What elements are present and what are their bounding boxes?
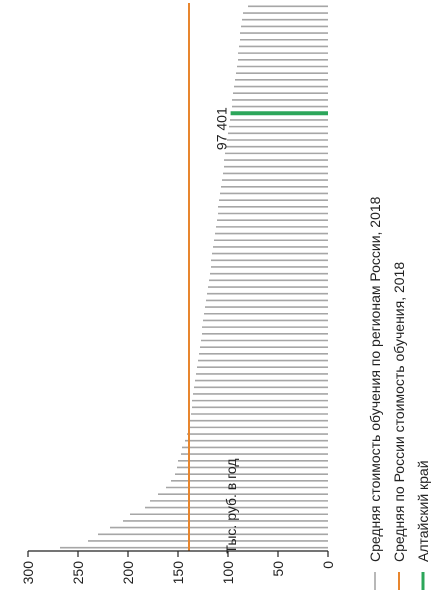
- tick-label-300: 300: [20, 561, 36, 585]
- tick-label-150: 150: [170, 561, 186, 585]
- tick-label-0: 0: [320, 561, 336, 569]
- legend-label-3: Алтайский край: [415, 460, 431, 562]
- tick-label-100: 100: [220, 561, 236, 585]
- tick-label-200: 200: [120, 561, 136, 585]
- legend-label-2: Средняя по России стоимость обучения, 20…: [391, 262, 407, 562]
- value-axis-label: Тыс. руб. в год: [223, 458, 239, 553]
- legend: Средняя стоимость обучения по регионам Р…: [367, 196, 431, 590]
- plot-area: [60, 3, 328, 551]
- tick-label-250: 250: [70, 561, 86, 585]
- highlight-value-label: 97 401: [214, 107, 230, 150]
- tick-label-50: 50: [270, 561, 286, 577]
- value-axis: 0 50 100 150 200 250 300: [20, 551, 336, 584]
- legend-label-1: Средняя стоимость обучения по регионам Р…: [367, 196, 383, 562]
